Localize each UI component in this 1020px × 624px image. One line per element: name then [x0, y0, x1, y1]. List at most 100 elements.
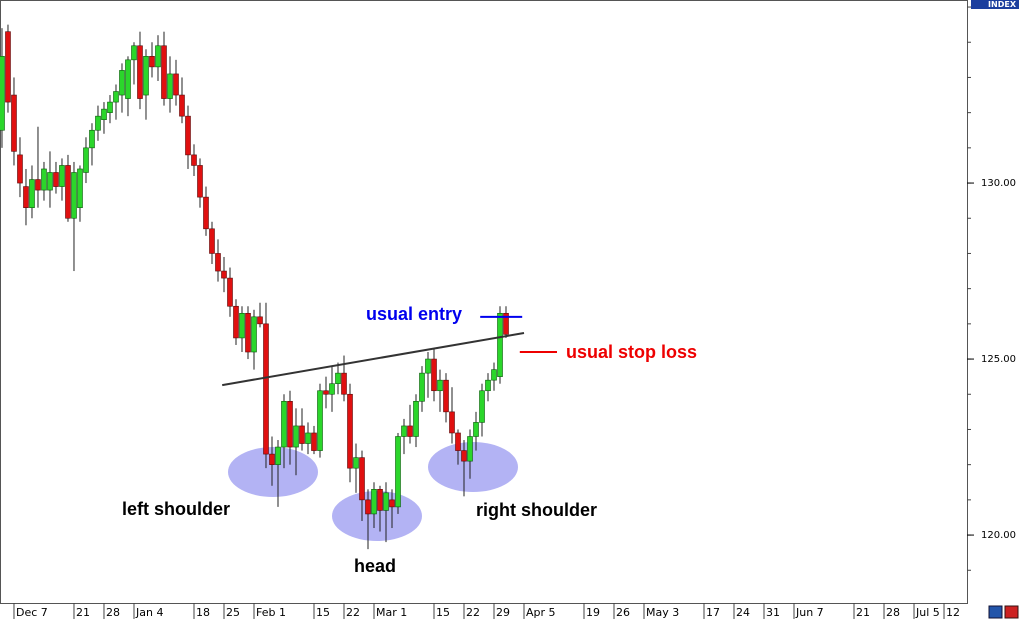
- candle-body: [227, 277, 233, 307]
- candles: [0, 24, 509, 550]
- candle-body: [167, 73, 173, 99]
- candle-body: [23, 186, 29, 208]
- axis-badge: [971, 0, 1019, 9]
- candle-body: [323, 390, 329, 395]
- candle-body: [293, 425, 299, 448]
- candle-body: [269, 453, 275, 465]
- candle-body: [185, 115, 191, 156]
- x-tick-label: 22: [466, 606, 480, 619]
- candle-body: [419, 372, 425, 402]
- candle-body: [443, 379, 449, 413]
- candle-body: [491, 369, 497, 381]
- candle-body: [329, 383, 335, 395]
- x-tick-label: 15: [316, 606, 330, 619]
- annotation: usual stop loss: [566, 342, 697, 362]
- candle-body: [101, 108, 107, 120]
- candle-body: [125, 59, 131, 99]
- candle-body: [281, 400, 287, 448]
- candle-body: [401, 425, 407, 437]
- candle-body: [359, 457, 365, 501]
- candle-body: [425, 358, 431, 374]
- x-tick-label: Apr 5: [526, 606, 556, 619]
- candle-body: [353, 457, 359, 469]
- candle-body: [461, 450, 467, 462]
- candle-body: [335, 372, 341, 384]
- candle-body: [257, 316, 263, 325]
- candle-body: [275, 446, 281, 465]
- x-tick-label: 29: [496, 606, 510, 619]
- x-tick-label: Dec 7: [16, 606, 48, 619]
- candle-body: [155, 45, 161, 68]
- candle-body: [95, 115, 101, 131]
- candle-body: [485, 379, 491, 392]
- x-tick-label: May 3: [646, 606, 679, 619]
- x-tick-label: 15: [436, 606, 450, 619]
- candle-body: [17, 154, 23, 184]
- candle-body: [287, 400, 293, 448]
- candle-body: [467, 436, 473, 462]
- x-tick-label: 18: [196, 606, 210, 619]
- candle-body: [305, 432, 311, 444]
- candle-body: [317, 390, 323, 451]
- candle-body: [143, 56, 149, 96]
- scroll-button[interactable]: [988, 605, 1003, 619]
- candle-body: [221, 270, 227, 279]
- y-tick-label: 130.00: [981, 178, 1016, 189]
- x-tick-label: Jan 4: [135, 606, 163, 619]
- candle-body: [233, 305, 239, 339]
- candle-body: [503, 312, 509, 335]
- candle-body: [479, 390, 485, 423]
- annotation: right shoulder: [476, 500, 597, 520]
- plot-area: [0, 0, 968, 604]
- candle-body: [209, 228, 215, 254]
- right-shoulder-region: [428, 442, 518, 492]
- candle-body: [83, 147, 89, 173]
- candle-body: [35, 179, 41, 191]
- candle-body: [395, 436, 401, 508]
- y-tick-label: 120.00: [981, 530, 1016, 541]
- candle-body: [173, 73, 179, 96]
- candle-body: [455, 432, 461, 451]
- candle-body: [365, 499, 371, 515]
- candle-body: [251, 316, 257, 353]
- candle-body: [65, 165, 71, 219]
- candle-body: [11, 94, 17, 152]
- candle-body: [407, 425, 413, 437]
- axis-name: INDEX: [988, 0, 1017, 9]
- x-tick-label: 19: [586, 606, 600, 619]
- candle-body: [497, 312, 503, 377]
- candle-body: [29, 179, 35, 208]
- candle-body: [203, 196, 209, 230]
- candle-body: [263, 323, 269, 455]
- y-tick-label: 125.00: [981, 354, 1016, 365]
- x-tick-label: 31: [766, 606, 780, 619]
- annotation: usual entry: [366, 304, 462, 324]
- candle-body: [89, 129, 95, 149]
- candle-body: [371, 488, 377, 515]
- candle-body: [149, 56, 155, 68]
- candle-body: [431, 358, 437, 392]
- candle-body: [179, 94, 185, 117]
- x-tick-label: 25: [226, 606, 240, 619]
- candle-body: [137, 45, 143, 99]
- candle-body: [53, 172, 59, 187]
- candle-body: [47, 172, 53, 191]
- close-button[interactable]: [1004, 605, 1019, 619]
- candle-body: [245, 312, 251, 353]
- candle-body: [59, 165, 65, 187]
- annotation: head: [354, 556, 396, 576]
- candle-body: [77, 168, 83, 208]
- candle-body: [473, 422, 479, 437]
- candle-body: [119, 70, 125, 96]
- candle-body: [107, 101, 113, 113]
- candle-body: [347, 393, 353, 469]
- x-tick-label: 17: [706, 606, 720, 619]
- candle-body: [113, 91, 119, 103]
- candle-body: [299, 425, 305, 444]
- x-tick-label: Mar 1: [376, 606, 407, 619]
- candle-body: [383, 492, 389, 511]
- candle-body: [191, 154, 197, 166]
- candle-body: [437, 379, 443, 392]
- candle-body: [41, 168, 47, 191]
